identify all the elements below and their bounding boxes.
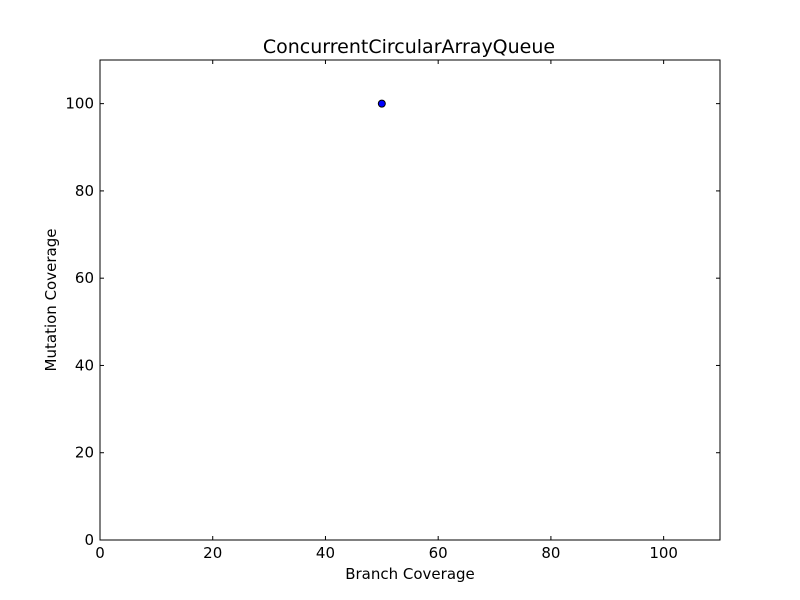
y-tick-label: 80 (75, 182, 94, 200)
plot-area (99, 59, 721, 541)
y-tick-label: 40 (75, 356, 94, 374)
y-tick-label: 20 (75, 444, 94, 462)
y-tick-label: 100 (65, 95, 94, 113)
x-tick-label: 60 (429, 544, 448, 562)
chart-title: ConcurrentCircularArrayQueue (263, 36, 555, 58)
y-axis-label: Mutation Coverage (42, 229, 60, 372)
y-tick-label: 0 (84, 531, 94, 549)
x-axis-ticks: 0 20 40 60 80 100 (95, 60, 678, 562)
x-tick-label: 20 (203, 544, 222, 562)
data-point (377, 99, 386, 108)
data-points (377, 99, 386, 108)
x-tick-label: 80 (541, 544, 560, 562)
y-axis-ticks: 0 20 40 60 80 100 (65, 95, 720, 549)
x-tick-label: 0 (95, 544, 105, 562)
x-tick-label: 100 (649, 544, 678, 562)
x-axis-label: Branch Coverage (345, 565, 475, 583)
y-tick-label: 60 (75, 269, 94, 287)
x-tick-label: 40 (316, 544, 335, 562)
